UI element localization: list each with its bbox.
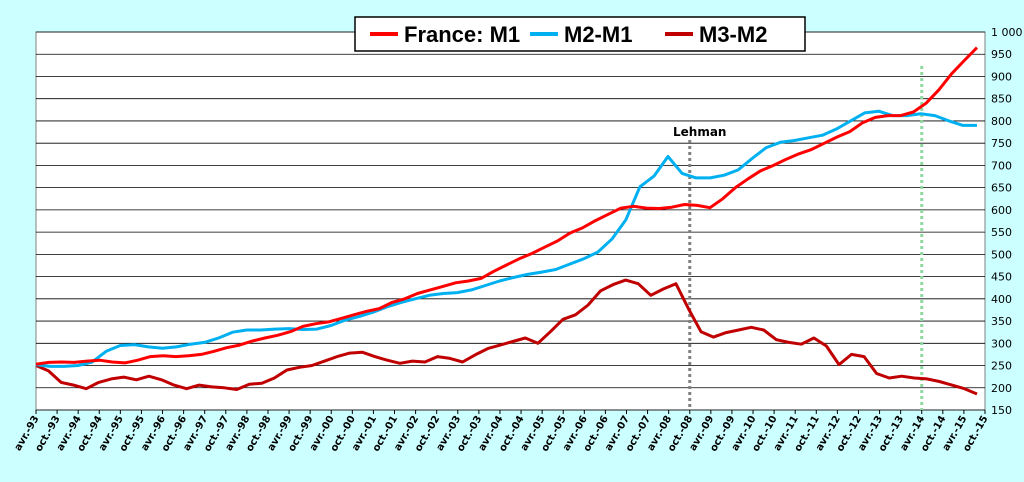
y-tick-label: 200 — [991, 382, 1012, 395]
y-tick-label: 350 — [991, 315, 1012, 328]
y-tick-label: 450 — [991, 271, 1012, 284]
y-tick-label: 900 — [991, 70, 1012, 83]
plot-area — [35, 31, 986, 411]
series-line — [35, 109, 977, 368]
legend-label: France: M1 — [404, 22, 520, 47]
y-tick-label: 150 — [991, 404, 1012, 417]
legend: France: M1 M2-M1 M3-M2 — [354, 16, 806, 52]
annotations: Lehman — [673, 125, 726, 139]
y-tick-label: 650 — [991, 182, 1012, 195]
y-tick-label: 300 — [991, 337, 1012, 350]
y-tick-label: 700 — [991, 159, 1012, 172]
y-tick-label: 1 000 — [991, 26, 1023, 39]
legend-box — [354, 16, 806, 52]
y-tick-label: 800 — [991, 115, 1012, 128]
y-tick-label: 400 — [991, 293, 1012, 306]
y-tick-label: 850 — [991, 93, 1012, 106]
y-tick-label: 250 — [991, 360, 1012, 373]
y-tick-label: 950 — [991, 48, 1012, 61]
annotation-lines — [688, 66, 924, 410]
y-tick-label: 600 — [991, 204, 1012, 217]
annotation-label: Lehman — [673, 125, 726, 139]
series-line — [35, 46, 979, 366]
y-axis-ticks: 150 200 250 300 350 400 450 500 550 600 650 700 750 8… — [991, 26, 1023, 417]
x-axis-ticks: avr.-93oct.-93avr.-94oct.-94avr.-95oct.-… — [13, 410, 991, 454]
legend-label: M3-M2 — [699, 22, 767, 47]
series-group — [35, 46, 979, 396]
plot-background — [35, 31, 986, 411]
legend-label: M2-M1 — [564, 22, 632, 47]
y-tick-label: 550 — [991, 226, 1012, 239]
series-line — [35, 278, 978, 396]
y-tick-label: 500 — [991, 248, 1012, 261]
y-tick-label: 750 — [991, 137, 1012, 150]
